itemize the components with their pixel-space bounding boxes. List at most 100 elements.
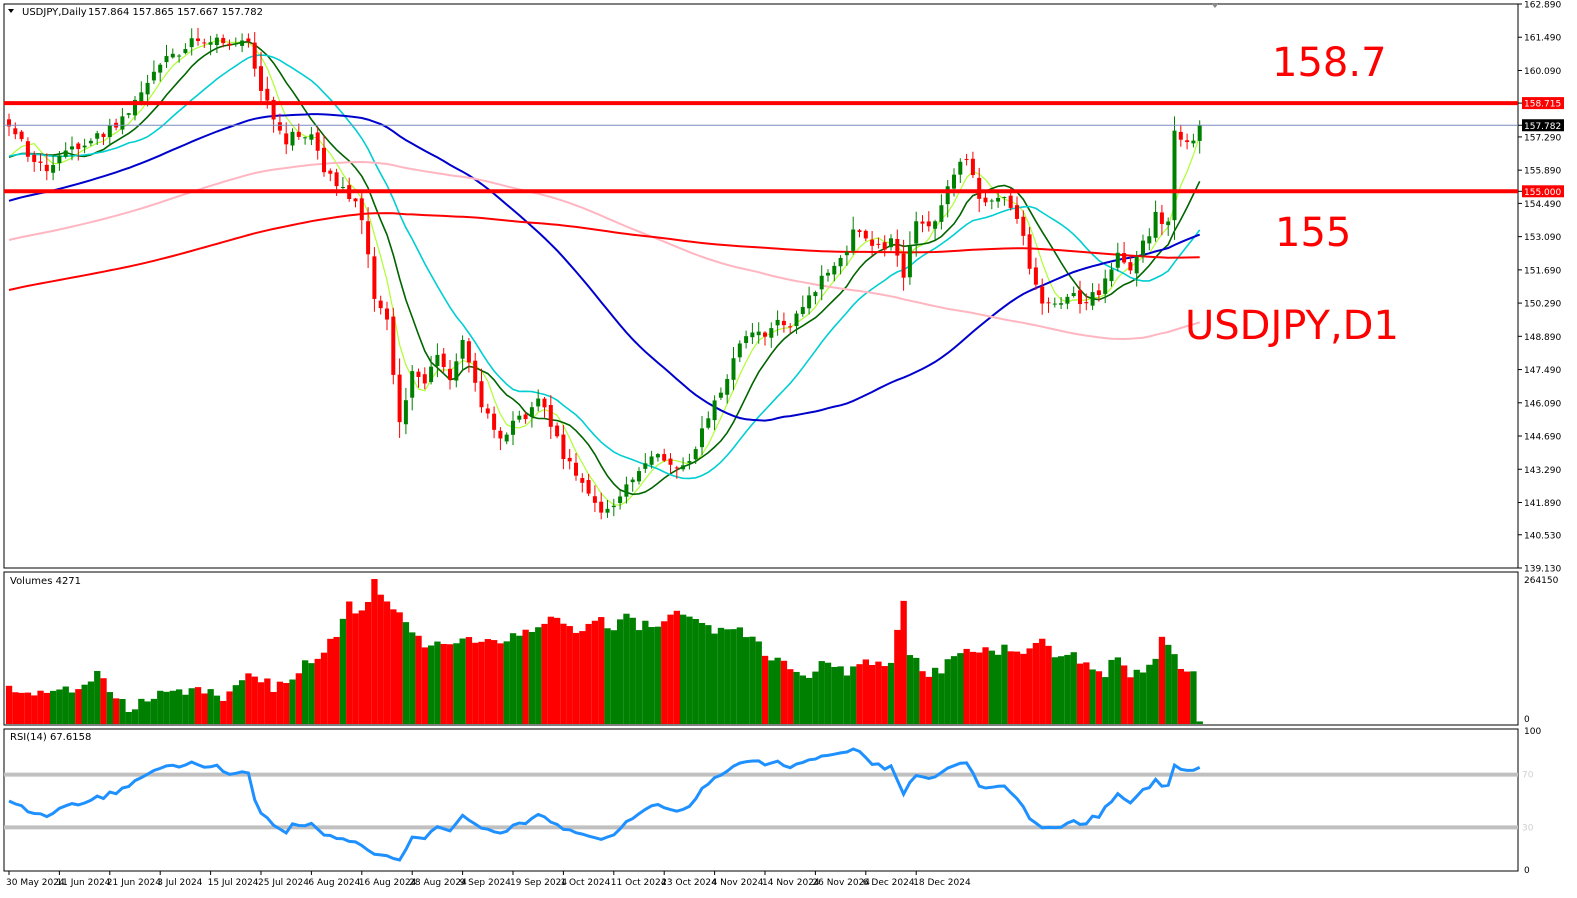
candle-body <box>133 99 137 116</box>
volume-bar <box>673 610 680 724</box>
volume-bar <box>81 684 88 724</box>
candle-body <box>252 42 257 69</box>
candle-body <box>819 275 824 290</box>
candle-body <box>13 128 18 135</box>
volume-bar <box>629 617 636 724</box>
candle-body <box>674 467 679 469</box>
volume-title: Volumes 4271 <box>10 576 81 587</box>
candle-body <box>32 154 37 162</box>
candle-body <box>586 480 591 494</box>
volume-bar <box>604 628 611 724</box>
candle-body <box>70 146 74 150</box>
volume-bar <box>881 666 888 724</box>
candle-body <box>933 221 938 229</box>
candle-body <box>1002 196 1007 198</box>
volume-bar <box>1127 677 1134 724</box>
candle-body <box>870 239 875 246</box>
candle-body <box>303 137 308 139</box>
volume-bar <box>1139 672 1147 724</box>
candle-body <box>1191 140 1196 144</box>
volume-bar <box>201 693 208 724</box>
shift-marker-icon[interactable] <box>1211 3 1219 8</box>
volume-bar <box>232 685 239 724</box>
volume-bar <box>856 664 863 724</box>
price-tick-label: 150.290 <box>1524 300 1561 310</box>
rsi-tick-label: 100 <box>1524 727 1541 737</box>
candle-body <box>403 400 408 425</box>
volume-bar <box>554 617 561 724</box>
candle-body <box>643 463 648 469</box>
candle-body <box>19 131 24 140</box>
volume-bar <box>1051 657 1058 724</box>
rsi-line <box>8 747 1201 862</box>
volume-bar <box>478 641 485 724</box>
volume-bar <box>289 679 296 724</box>
time-tick-label: 1 Oct 2024 <box>560 878 610 888</box>
collapse-triangle-icon[interactable] <box>8 9 14 13</box>
volume-bar <box>1026 648 1033 724</box>
volume-bar <box>1102 677 1109 724</box>
volume-bar <box>1013 651 1021 724</box>
candle-body <box>561 434 566 460</box>
volume-bar <box>516 635 523 724</box>
volume-bar <box>207 689 214 724</box>
volume-bar <box>94 670 101 724</box>
rsi-level-label: 30 <box>1522 823 1534 833</box>
volume-bar <box>320 652 328 724</box>
candle-body <box>51 165 56 173</box>
volume-bar <box>339 618 347 724</box>
volume-tick-label: 264150 <box>1524 576 1559 586</box>
candle-body <box>907 246 912 278</box>
volume-bar <box>541 623 548 724</box>
candle-body <box>101 133 106 138</box>
candle-body <box>1065 296 1070 304</box>
candle-body <box>1109 269 1114 282</box>
volume-bar <box>617 619 624 724</box>
volume-bar <box>528 631 536 724</box>
volume-bar <box>1045 645 1052 724</box>
candle-body <box>492 413 497 430</box>
candle-body <box>328 170 333 174</box>
price-tick-label: 139.130 <box>1524 565 1561 575</box>
volume-bar <box>1032 642 1040 724</box>
candle-body <box>687 461 692 463</box>
moving-average-line <box>8 39 1201 506</box>
candle-body <box>800 307 805 314</box>
time-tick-label: 21 Jun 2024 <box>107 878 161 888</box>
volume-bar <box>963 648 970 724</box>
volume-bar <box>976 652 983 724</box>
price-tick-label: 140.530 <box>1524 531 1561 541</box>
candle-body <box>1141 240 1145 256</box>
volume-bar <box>31 695 38 724</box>
time-tick-label: 9 Sep 2024 <box>460 878 512 888</box>
volume-bar <box>806 677 813 724</box>
candle-body <box>309 134 314 140</box>
volume-bar <box>421 647 428 724</box>
candle-body <box>857 230 862 232</box>
candle-body <box>353 198 358 202</box>
level-annotation-upper: 158.7 <box>1272 40 1387 86</box>
candle-body <box>202 42 207 44</box>
price-tick-label: 162.890 <box>1524 1 1561 11</box>
volume-bar <box>245 673 252 724</box>
price-tick-label: 158.715 <box>1524 100 1561 110</box>
volume-bar <box>1095 671 1103 724</box>
time-tick-label: 11 Oct 2024 <box>611 878 667 888</box>
candle-body <box>807 295 812 309</box>
volume-bar <box>176 689 183 724</box>
candle-body <box>1122 253 1127 263</box>
volume-bar <box>711 633 718 724</box>
volume-bar <box>774 657 781 724</box>
price-tag <box>1522 119 1564 132</box>
candle-body <box>151 71 156 81</box>
candle-body <box>781 320 786 326</box>
volume-bar <box>566 626 573 724</box>
candle-body <box>259 66 263 91</box>
candle-body <box>725 379 730 395</box>
candle-body <box>624 484 629 497</box>
candle-body <box>485 408 490 414</box>
time-tick-label: 11 Jun 2024 <box>56 878 110 888</box>
volume-bar <box>308 663 315 724</box>
volume-bar <box>402 622 410 724</box>
